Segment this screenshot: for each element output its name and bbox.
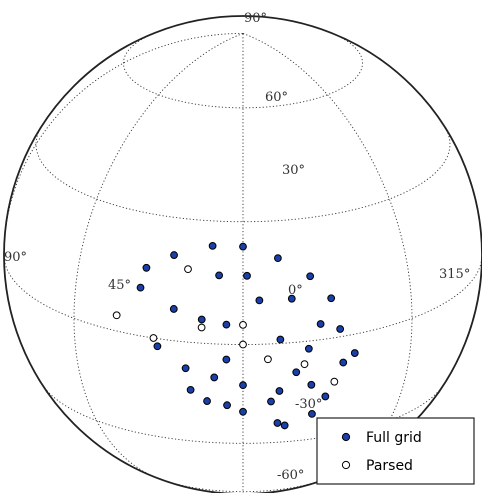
full-grid-point (208, 241, 217, 250)
parallel-label: -60° (277, 468, 304, 483)
parsed-point (239, 320, 247, 329)
full-grid-point (316, 320, 325, 328)
parallel-label: 60° (265, 90, 288, 105)
full-grid-point (223, 401, 231, 410)
full-grid-point (274, 254, 282, 263)
globe-outline (3, 15, 482, 493)
full-grid-point (255, 296, 264, 305)
full-grid-point (306, 272, 315, 281)
parsed-point (149, 334, 158, 342)
full-grid-point (186, 385, 195, 394)
full-grid-point (153, 342, 162, 351)
legend-marker-parsed (341, 460, 351, 470)
parsed-point (330, 377, 339, 386)
meridian-label: 0° (288, 283, 303, 298)
full-grid-point (222, 355, 231, 364)
parsed-point (264, 355, 272, 364)
parallel-label: -30° (295, 397, 322, 412)
full-grid-point (169, 305, 178, 313)
full-grid-point (280, 421, 289, 430)
meridian-label: 45° (108, 278, 131, 293)
full-grid-point (136, 283, 145, 292)
parsed-point (197, 323, 206, 332)
full-grid-point (181, 364, 190, 373)
full-grid-point (287, 294, 296, 303)
full-grid-point (308, 410, 316, 418)
full-grid-point (239, 381, 247, 390)
full-grid-point (292, 368, 301, 377)
full-grid-point (222, 320, 231, 329)
meridian-label: 90° (4, 250, 27, 265)
meridian-line (242, 32, 413, 479)
legend-label-parsed: Parsed (366, 458, 413, 474)
legend: Full grid Parsed (316, 417, 475, 485)
parallel-line (123, 31, 363, 109)
grid-labels: 90° 45° 0° 315° 90° 60° 30° -30° -60° (4, 11, 470, 483)
full-grid-point (170, 251, 178, 259)
parallel-line (41, 384, 445, 444)
full-grid-point (239, 242, 247, 251)
full-grid-point (339, 358, 348, 367)
full-grid-point (304, 344, 313, 353)
meridian-line (3, 32, 244, 256)
legend-box (316, 417, 475, 485)
full-grid-point (273, 419, 282, 427)
parallel-label: 30° (282, 163, 305, 178)
legend-label-full-grid: Full grid (366, 430, 422, 446)
full-grid-point (197, 315, 206, 324)
full-grid-point (215, 271, 224, 280)
parallel-line (35, 126, 451, 223)
parsed-point (112, 311, 121, 320)
full-grid-point (210, 373, 219, 382)
parsed-point (239, 340, 247, 349)
parallel-label: 90° (244, 11, 267, 26)
full-grid-point (243, 271, 251, 280)
full-grid-point (276, 335, 285, 344)
parallel-line (158, 478, 328, 493)
parsed-point (184, 265, 192, 274)
legend-marker-full-grid (341, 432, 351, 442)
full-grid-point (336, 325, 345, 333)
graticule (3, 31, 482, 493)
full-grid-point (267, 397, 275, 406)
full-grid-point (321, 392, 330, 401)
full-grid-point (239, 407, 247, 416)
full-grid-point (275, 387, 284, 395)
full-grid-point (142, 263, 151, 272)
meridian-line (73, 32, 244, 479)
full-grid-point (307, 380, 316, 389)
parsed-point (300, 360, 309, 369)
data-points (112, 241, 359, 430)
full-grid-point (350, 349, 359, 357)
full-grid-point (327, 294, 336, 303)
meridian-label: 315° (439, 267, 470, 282)
full-grid-point (203, 397, 211, 405)
